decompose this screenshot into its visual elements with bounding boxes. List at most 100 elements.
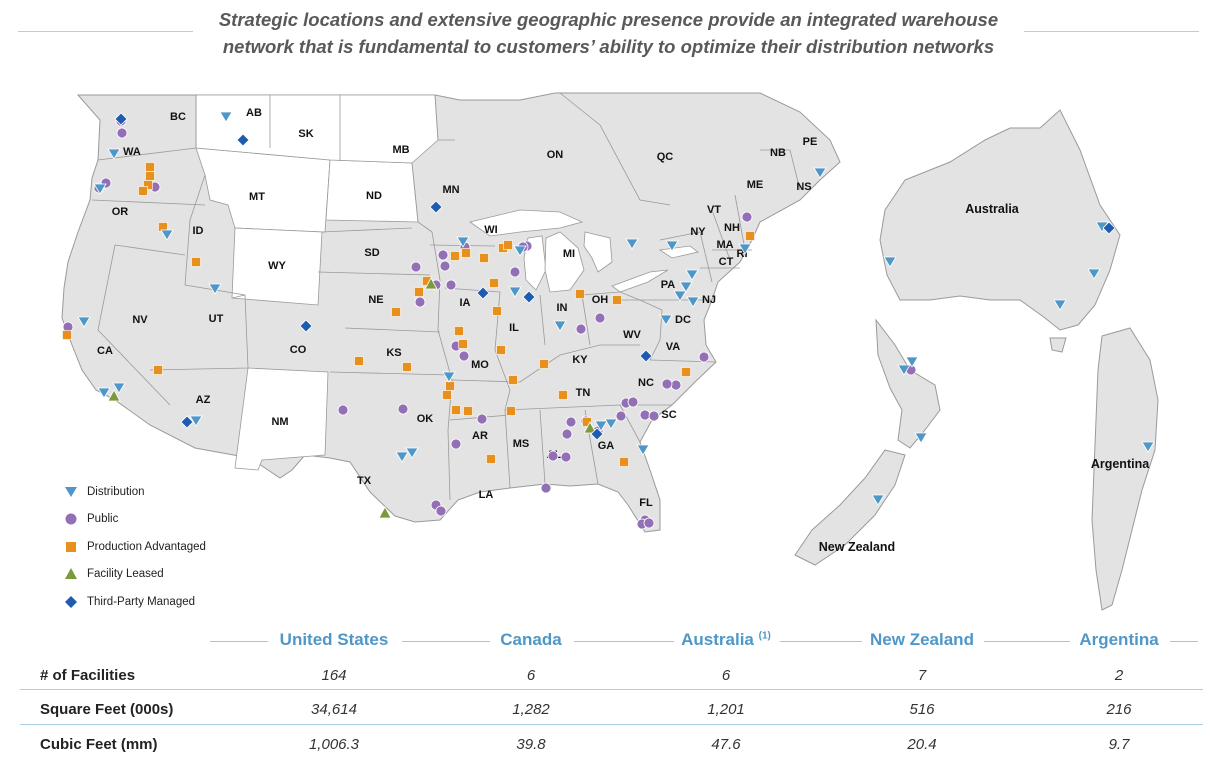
cell-sqft-us: 34,614	[311, 701, 357, 718]
production-facility-marker	[489, 278, 499, 288]
state-label-sk: SK	[298, 128, 313, 140]
public-facility-marker	[698, 351, 710, 363]
state-label-nm: NM	[271, 416, 288, 428]
lake-erie	[611, 269, 669, 293]
public-facility-marker	[670, 379, 682, 391]
state-label-pe: PE	[803, 136, 818, 148]
public-facility-marker	[476, 413, 488, 425]
header-rule-3	[574, 641, 674, 642]
legend-production-label: Production Advantaged	[87, 540, 206, 553]
public-facility-marker	[439, 260, 451, 272]
public-facility-marker	[561, 428, 573, 440]
production-facility-marker	[506, 406, 516, 416]
state-label-sd: SD	[364, 247, 379, 259]
label-new-zealand: New Zealand	[819, 540, 895, 554]
public-facility-marker	[337, 404, 349, 416]
cell-facilities-argentina: 2	[1114, 667, 1124, 684]
state-label-me: ME	[747, 179, 764, 191]
state-label-mi: MI	[563, 248, 575, 260]
row-label-cubic-feet: Cubic Feet (mm)	[40, 736, 158, 753]
cell-cuft-australia: 47.6	[711, 736, 741, 753]
cell-cuft-us: 1,006.3	[308, 736, 360, 753]
public-facility-marker	[509, 266, 521, 278]
new-zealand-south-island	[794, 449, 906, 566]
state-label-wy: WY	[268, 260, 286, 272]
cell-sqft-australia: 1,201	[707, 701, 745, 718]
public-facility-marker	[397, 403, 409, 415]
production-facility-marker	[414, 287, 424, 297]
title-rule-right	[1024, 31, 1199, 32]
state-label-nc: NC	[638, 377, 654, 389]
production-facility-marker	[138, 186, 148, 196]
state-WY	[231, 227, 323, 306]
production-facility-marker	[442, 390, 452, 400]
production-facility-marker	[503, 240, 513, 250]
public-facility-marker	[639, 409, 651, 421]
state-label-ns: NS	[796, 181, 811, 193]
state-label-va: VA	[666, 341, 681, 353]
production-facility-marker	[461, 248, 471, 258]
cell-sqft-argentina: 216	[1106, 701, 1132, 718]
state-label-wv: WV	[623, 329, 641, 341]
state-label-wi: WI	[484, 224, 497, 236]
production-facility-marker	[191, 257, 201, 267]
tasmania-land	[1049, 337, 1067, 353]
north-america-outline	[61, 92, 841, 533]
distribution-icon	[65, 486, 77, 497]
header-australia-label: Australia	[681, 630, 754, 649]
production-facility-marker	[145, 162, 155, 172]
state-label-oh: OH	[592, 294, 609, 306]
header-canada: Canada	[500, 630, 562, 649]
production-facility-marker	[575, 289, 585, 299]
public-facility-marker	[594, 312, 606, 324]
production-facility-marker	[486, 454, 496, 464]
state-label-ky: KY	[572, 354, 588, 366]
legend-distribution-label: Distribution	[87, 485, 145, 498]
state-label-ut: UT	[209, 313, 224, 325]
lake-huron	[583, 231, 613, 273]
public-facility-marker	[458, 350, 470, 362]
state-label-nv: NV	[132, 314, 148, 326]
state-label-il: IL	[509, 322, 519, 334]
legend-production: Production Advantaged	[64, 533, 206, 561]
public-facility-marker	[435, 505, 447, 517]
public-facility-marker	[627, 396, 639, 408]
state-label-mt: MT	[249, 191, 265, 203]
production-facility-marker	[458, 339, 468, 349]
state-label-bc: BC	[170, 111, 186, 123]
header-australia-note: (1)	[758, 630, 771, 642]
production-facility-marker	[454, 326, 464, 336]
label-australia: Australia	[965, 202, 1020, 216]
production-facility-marker	[402, 362, 412, 372]
public-facility-marker	[648, 410, 660, 422]
state-label-mb: MB	[392, 144, 409, 156]
title-line-2: network that is fundamental to customers…	[222, 36, 995, 57]
state-label-qc: QC	[657, 151, 674, 163]
state-label-wa: WA	[123, 146, 141, 158]
state-label-id: ID	[193, 225, 204, 237]
public-facility-marker	[540, 482, 552, 494]
cell-facilities-canada: 6	[526, 667, 536, 684]
production-facility-marker	[391, 307, 401, 317]
header-argentina: Argentina	[1079, 630, 1159, 649]
header-australia: Australia (1)	[676, 630, 776, 650]
legend-leased: Facility Leased	[64, 561, 206, 589]
production-facility-marker	[479, 253, 489, 263]
cell-facilities-australia: 6	[721, 667, 731, 684]
state-label-ga: GA	[598, 440, 615, 452]
leased-icon	[65, 568, 77, 580]
state-label-ma: MA	[716, 239, 733, 251]
legend-leased-label: Facility Leased	[87, 568, 164, 581]
public-facility-marker	[643, 517, 655, 529]
legend-distribution: Distribution	[64, 478, 206, 506]
public-facility-marker	[116, 127, 128, 139]
state-label-sc: SC	[661, 409, 676, 421]
production-facility-marker	[145, 171, 155, 181]
production-facility-marker	[463, 406, 473, 416]
state-label-mn: MN	[442, 184, 459, 196]
page-title: Strategic locations and extensive geogra…	[200, 6, 1017, 60]
public-facility-marker	[414, 296, 426, 308]
public-facility-marker	[661, 378, 673, 390]
state-label-on: ON	[547, 149, 564, 161]
